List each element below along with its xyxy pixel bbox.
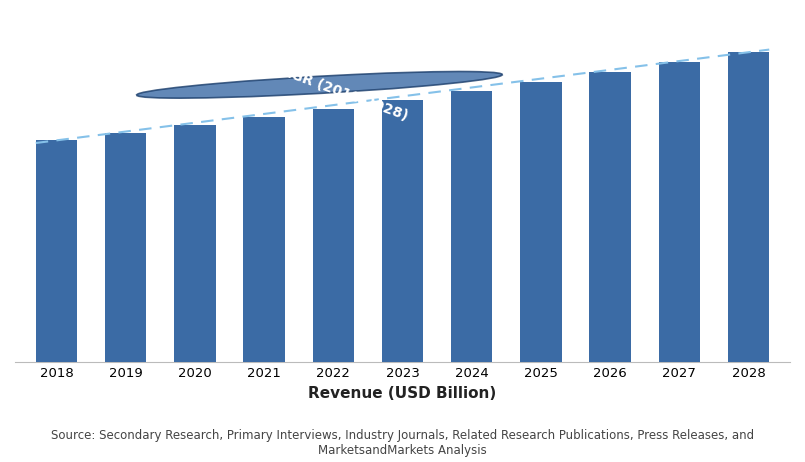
- Text: 3.4% CAGR (2018-2028): 3.4% CAGR (2018-2028): [229, 46, 410, 123]
- X-axis label: Revenue (USD Billion): Revenue (USD Billion): [308, 386, 497, 401]
- Bar: [243, 117, 285, 362]
- Bar: [105, 133, 147, 362]
- Bar: [35, 140, 77, 362]
- Bar: [520, 82, 562, 362]
- Bar: [382, 100, 423, 362]
- Bar: [451, 91, 493, 362]
- Bar: [589, 72, 631, 362]
- Bar: [174, 125, 216, 362]
- Text: Source: Secondary Research, Primary Interviews, Industry Journals, Related Resea: Source: Secondary Research, Primary Inte…: [51, 429, 754, 457]
- Bar: [312, 109, 354, 362]
- Bar: [728, 52, 770, 362]
- Ellipse shape: [137, 72, 502, 98]
- Bar: [658, 62, 700, 362]
